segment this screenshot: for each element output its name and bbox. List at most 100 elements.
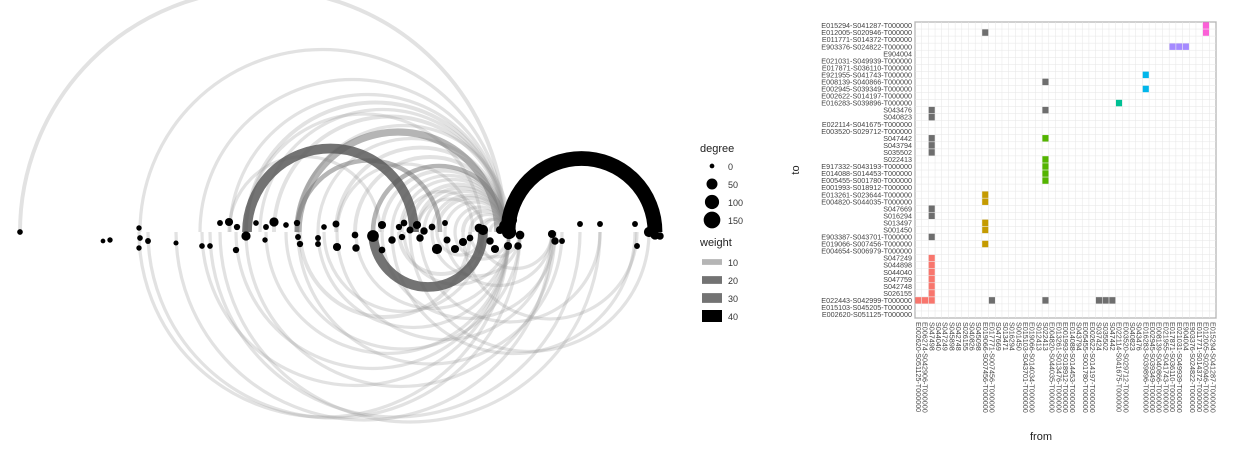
heatmap-x-tick-38: E017871-S036110-T000000	[1168, 322, 1177, 412]
arc-edge-below-8	[244, 231, 557, 389]
heatmap-x-tick-17: E019066-S014034-T000000	[1028, 322, 1037, 413]
arc-node-60	[551, 237, 559, 245]
arc-edge-below-16	[354, 231, 511, 311]
heatmap-y-tick-10: E019066-S007456-T000000	[821, 240, 912, 249]
arc-edge-below-7	[234, 231, 511, 371]
heatmap-x-tick-28: S035502	[1101, 322, 1110, 351]
heatmap-cell-32	[1095, 297, 1102, 304]
heatmap-cell-19	[982, 219, 989, 227]
heatmap-y-tick-29: S043476	[883, 106, 912, 115]
heatmap-cell-40	[1182, 43, 1189, 50]
arc-edge-above-33	[400, 189, 485, 233]
arc-node-36	[400, 219, 408, 227]
arc-node-34	[395, 223, 403, 231]
arc-node-57	[515, 230, 525, 240]
heatmap-cell-1	[921, 297, 929, 304]
heatmap-y-tick-4: S042748	[883, 282, 912, 291]
heatmap-y-tick-14: S016294	[883, 211, 912, 220]
heatmap-x-tick-44: E015294-S041287-T000000	[1208, 322, 1217, 413]
heatmap-x-tick-labels: E002620-S051125-T000000E006274-S042906-T…	[914, 322, 1217, 413]
arc-node-55	[503, 241, 513, 251]
heatmap-y-tick-15: S047669	[883, 204, 912, 213]
arc-node-26	[332, 220, 340, 228]
heatmap-cell-10	[928, 212, 935, 220]
heatmap-cell-13	[928, 142, 935, 149]
heatmap-x-tick-15: S001450	[1014, 322, 1023, 351]
arc-edge-above-34	[415, 197, 485, 233]
heatmap-x-tick-11: E017771-S007456-T000000	[988, 322, 997, 413]
legend-degree-entries: 0 50 100 150	[703, 162, 743, 229]
heatmap-cell-14	[928, 135, 935, 142]
heatmap-x-tick-14: S016294	[1008, 322, 1017, 351]
heatmap-y-tick-38: E903376-S024822-T000000	[821, 42, 912, 51]
heatmap-x-tick-7: S026155	[961, 322, 970, 351]
arc-edge-below-15	[335, 231, 554, 342]
legend-weight-title: weight	[699, 237, 732, 249]
arc-node-45	[450, 244, 460, 254]
arc-node-15	[253, 220, 259, 226]
arc-node-3	[136, 225, 142, 231]
legend-degree-label-2: 100	[728, 198, 743, 208]
heatmap-y-tick-22: S022413	[883, 155, 912, 164]
legend-weight-label-0: 10	[728, 258, 738, 268]
arc-node-63	[597, 221, 603, 227]
heatmap-x-tick-32: S040823	[1128, 322, 1137, 351]
arc-node-35	[398, 233, 406, 241]
heatmap-cell-12	[928, 149, 935, 156]
heatmap-cell-8	[928, 254, 935, 262]
heatmap-x-axis-title: from	[1030, 431, 1052, 443]
heatmap-cells	[915, 22, 1210, 304]
heatmap-y-tick-18: E001993-S018912-T000000	[821, 183, 912, 192]
heatmap-y-tick-7: S044898	[883, 261, 912, 270]
heatmap-cell-41	[1202, 29, 1210, 36]
heatmap-cell-31	[1042, 135, 1049, 142]
arc-node-19	[283, 222, 289, 228]
arc-nodes	[17, 214, 664, 255]
arc-node-47	[466, 234, 474, 242]
heatmap-cell-5	[928, 276, 935, 283]
heatmap-x-tick-10: E019066-S007456-T000000	[981, 322, 990, 413]
heatmap-x-tick-20: E004820-S044035-T000000	[1048, 322, 1057, 413]
arc-node-37	[406, 226, 414, 234]
heatmap-y-tick-2: E022443-S042999-T000000	[821, 296, 912, 305]
heatmap-grid	[914, 21, 1217, 319]
arc-node-14	[232, 246, 240, 254]
heatmap-x-tick-30: E022114-S041675-T000000	[1115, 322, 1124, 412]
arc-node-50	[486, 237, 494, 245]
heatmap-cell-27	[1042, 177, 1049, 184]
heatmap-y-tick-31: E002622-S014197-T000000	[821, 92, 912, 101]
legend-degree-symbol-0	[709, 163, 715, 169]
heatmap-cell-30	[1042, 156, 1049, 163]
arc-diagram	[17, 0, 664, 424]
heatmap-y-axis-title: to	[790, 165, 802, 174]
heatmap-x-tick-2: S047498	[927, 322, 936, 351]
arc-node-22	[296, 240, 304, 248]
arc-node-7	[173, 240, 179, 246]
heatmap-cell-2	[928, 297, 935, 304]
legend-degree-label-0: 0	[728, 162, 733, 172]
arc-node-38	[412, 220, 422, 230]
heatmap-x-tick-24: S043794	[1074, 322, 1083, 351]
arc-edge-above-2	[294, 128, 502, 233]
heatmap-x-tick-43: E012005-S020946-T000000	[1202, 322, 1211, 413]
arc-edge-below-3	[174, 231, 554, 422]
arc-node-61	[559, 238, 565, 244]
arc-edge-below-5	[208, 231, 582, 419]
heatmap-x-tick-35: E002945-S039349-T000000	[1148, 322, 1157, 413]
heatmap-cell-3	[928, 290, 935, 297]
arc-node-9	[207, 243, 213, 249]
heatmap-x-tick-9: S045098	[974, 322, 983, 351]
heatmap-y-tick-27: E022114-S041675-T000000	[822, 120, 912, 129]
arc-edge-above-15	[335, 162, 475, 233]
heatmap-x-tick-16: E015103-S043701-T000000	[1021, 322, 1030, 413]
legend-weight-label-1: 20	[728, 276, 738, 286]
heatmap-cell-25	[1042, 106, 1049, 114]
heatmap-y-tick-3: S026155	[883, 289, 912, 298]
arc-node-31	[377, 220, 387, 230]
heatmap-cell-29	[1042, 163, 1049, 170]
heatmap-cell-36	[1142, 85, 1149, 93]
heatmap-y-tick-23: S035502	[883, 148, 912, 157]
arc-edge-above-10	[272, 114, 507, 233]
arc-edge-above-17	[370, 163, 508, 233]
arc-node-5	[145, 238, 151, 244]
